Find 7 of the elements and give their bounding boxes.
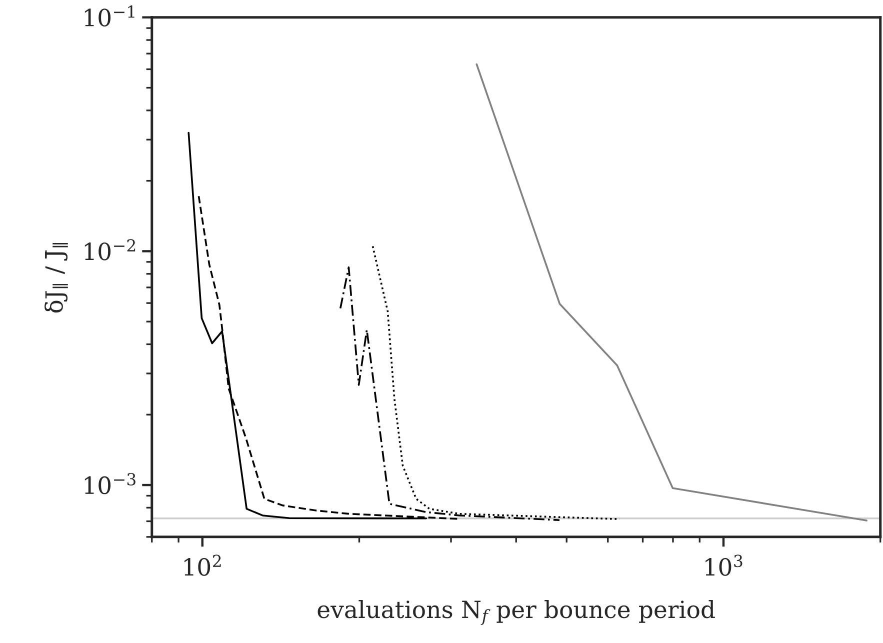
x-tick-label: 10$^{2}$: [184, 554, 221, 576]
x-tick-label: 10$^{3}$: [706, 554, 742, 576]
y-axis-title: δJ$_{∥}$ / J̄$_{∥}$: [44, 243, 68, 313]
y-tick-label: 10$^{−3}$: [84, 472, 136, 494]
x-axis-title: evaluations N$_{f}$ per bounce period: [318, 600, 715, 626]
y-tick-label: 10$^{−1}$: [84, 5, 134, 26]
y-tick-label: 10$^{−2}$: [84, 239, 136, 260]
